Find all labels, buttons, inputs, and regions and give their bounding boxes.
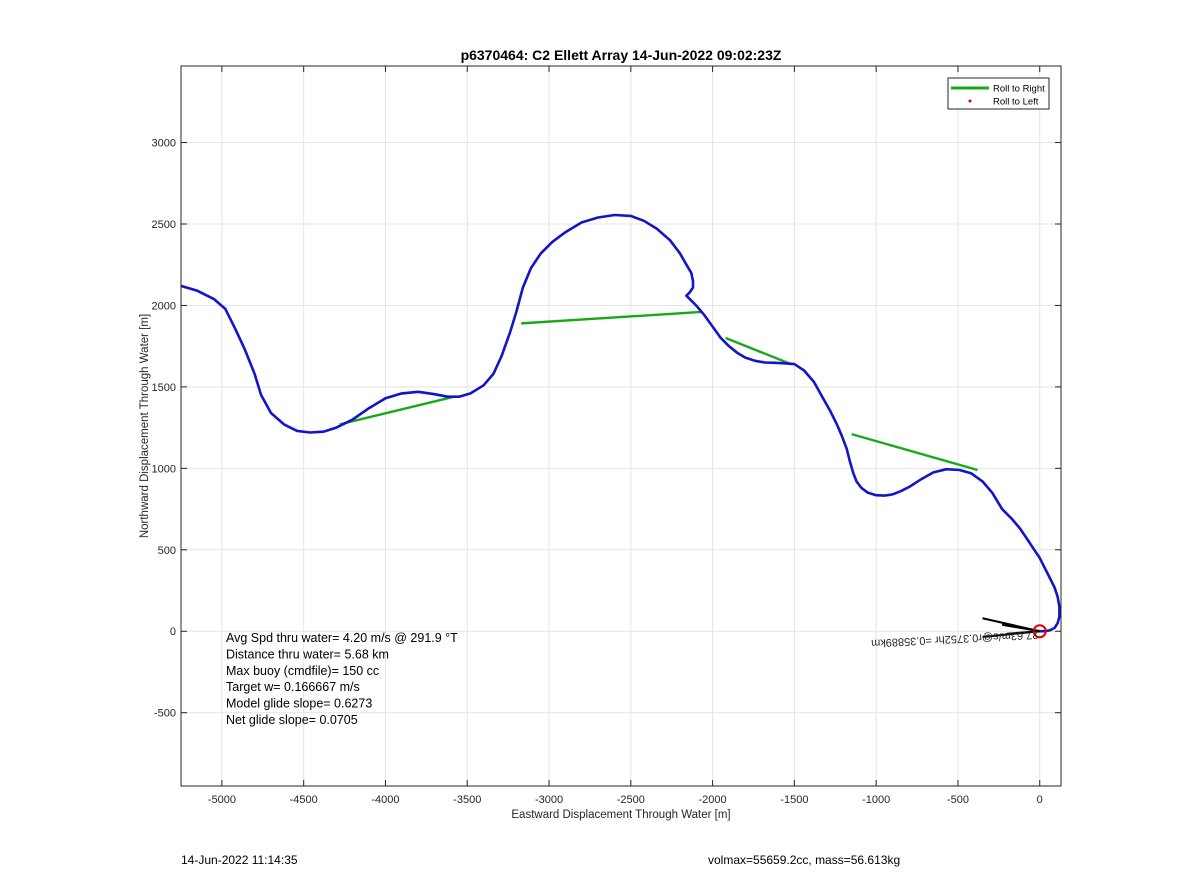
y-tick-label: 1500 xyxy=(152,382,176,394)
y-tick-label: 2500 xyxy=(152,219,176,231)
legend-box xyxy=(947,77,1050,110)
end-marker xyxy=(1032,624,1047,639)
x-axis-label: Eastward Displacement Through Water [m] xyxy=(511,809,730,821)
y-tick-label: 3000 xyxy=(152,138,176,150)
x-tick-label: -1500 xyxy=(780,794,808,806)
grid xyxy=(181,66,1061,786)
legend-label: Roll to Right xyxy=(993,84,1045,95)
y-tick-label: 0 xyxy=(170,626,176,638)
x-tick-label: -4500 xyxy=(290,794,318,806)
stats-box: Avg Spd thru water= 4.20 m/s @ 291.9 °T D… xyxy=(226,631,458,727)
plot-content: 27.63m/s@r0.3752hr =0.35889km xyxy=(181,213,1061,649)
track-line xyxy=(181,213,1061,633)
y-tick-label: 500 xyxy=(158,545,176,557)
x-tick-label: -4000 xyxy=(371,794,399,806)
chart-title: p6370464: C2 Ellett Array 14-Jun-2022 09… xyxy=(461,47,782,63)
x-tick-label: -2000 xyxy=(699,794,727,806)
x-tick-label: -5000 xyxy=(208,794,236,806)
footer-timestamp: 14-Jun-2022 11:14:35 xyxy=(181,853,298,867)
y-axis-label: Northward Displacement Through Water [m] xyxy=(139,314,151,538)
y-tick-label: 1000 xyxy=(152,463,176,475)
stat-line: Model glide slope= 0.6273 xyxy=(226,697,372,711)
roll-right-segment xyxy=(521,310,702,325)
axes: -5000 -4500 -4000 -3500 -3000 -2500 -2000 -1500… xyxy=(152,65,1062,806)
stat-line: Target w= 0.166667 m/s xyxy=(226,680,360,694)
stat-line: Net glide slope= 0.0705 xyxy=(226,713,358,727)
x-tick-label: -500 xyxy=(947,794,969,806)
roll-right-segment xyxy=(725,336,792,366)
y-tick-label: -500 xyxy=(154,708,176,720)
roll-right-segment xyxy=(339,395,455,426)
x-tick-label: -1000 xyxy=(862,794,890,806)
stat-line: Avg Spd thru water= 4.20 m/s @ 291.9 °T xyxy=(226,631,458,645)
stat-line: Distance thru water= 5.68 km xyxy=(226,647,389,661)
roll-right-segment xyxy=(851,432,978,472)
legend: Roll to Right Roll to Left xyxy=(947,77,1050,110)
footer-volmax: volmax=55659.2cc, mass=56.613kg xyxy=(708,853,901,867)
plot-frame xyxy=(180,65,1062,787)
x-tick-label: -3500 xyxy=(453,794,481,806)
x-tick-label: -3000 xyxy=(535,794,563,806)
stat-line: Max buoy (cmdfile)= 150 cc xyxy=(226,664,379,678)
legend-label: Roll to Left xyxy=(993,97,1039,108)
x-tick-label: -2500 xyxy=(617,794,645,806)
x-tick-label: 0 xyxy=(1037,794,1043,806)
plot-area: 27.63m/s@r0.3752hr =0.35889km xyxy=(181,213,1061,649)
legend-swatch-roll-left xyxy=(968,99,972,103)
y-tick-label: 2000 xyxy=(152,300,176,312)
